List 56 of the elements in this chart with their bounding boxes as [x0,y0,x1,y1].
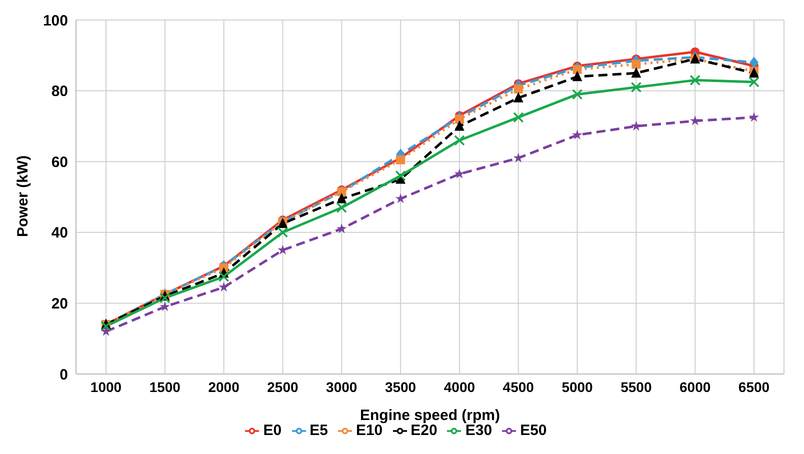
legend-label: E5 [310,422,328,439]
point [336,223,347,234]
x-tick-label: 6000 [680,378,711,395]
legend-label: E10 [356,422,383,439]
point [160,301,170,312]
x-tick-label: 2000 [208,378,240,395]
point [632,60,641,69]
legend-label: E0 [263,422,282,439]
point [454,168,465,178]
point [277,227,288,238]
x-tick-label: 5000 [562,378,594,395]
y-tick-label: 60 [51,154,68,171]
point [100,326,112,336]
x-tick-label: 2500 [267,378,299,395]
point [336,202,348,214]
y-tick-label: 20 [51,296,68,313]
point [630,82,642,93]
point [572,70,582,82]
point [750,56,758,68]
point [513,92,524,102]
x-tick-label: 4000 [444,378,476,395]
point [631,67,642,78]
legend-label: E30 [465,422,492,439]
x-tick-label: 4500 [502,378,534,395]
y-tick-label: 100 [42,12,68,30]
point [218,282,229,292]
point [631,120,642,131]
y-axis-title: Power (kW) [14,155,32,237]
legend-label: E50 [520,422,547,439]
x-axis-title: Engine speed (rpm) [360,407,500,424]
point [572,88,583,100]
point [572,65,582,74]
point [454,114,464,124]
point [512,112,524,123]
point [336,192,347,204]
x-tick-label: 1000 [90,378,122,395]
x-tick-label: 1500 [149,378,181,395]
legend-label: E20 [410,422,438,439]
point [218,271,230,282]
point [395,170,406,182]
y-tick-label: 40 [51,224,68,242]
point [690,115,700,126]
y-tick-label: 0 [60,366,68,384]
point [454,120,464,131]
point [748,112,760,122]
x-tick-label: 5500 [620,378,652,395]
x-tick-label: 3000 [326,378,358,395]
y-tick-label: 80 [51,83,68,100]
point [160,292,170,304]
point [454,134,465,146]
point [748,76,760,88]
x-tick-label: 6500 [738,378,770,395]
x-tick-label: 3500 [384,378,416,395]
point [514,84,523,94]
point [572,130,582,140]
point [690,74,700,86]
